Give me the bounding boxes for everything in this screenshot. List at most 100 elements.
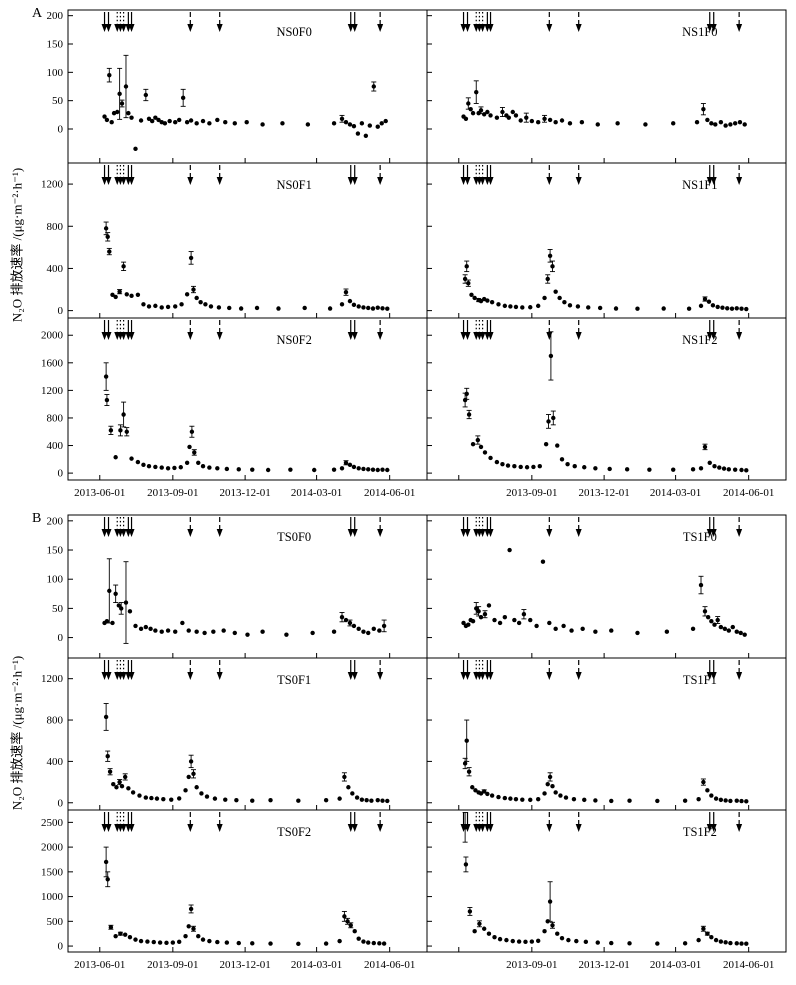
scatter-point [141, 302, 146, 307]
scatter-point [356, 304, 361, 309]
y-tick-label: 1200 [41, 673, 64, 685]
scatter-point [153, 303, 158, 309]
scatter-point [567, 121, 573, 126]
scatter-point [371, 626, 376, 632]
scatter-point [135, 459, 141, 465]
scatter-point [690, 467, 696, 472]
scatter-point [550, 264, 555, 269]
scatter-point [370, 467, 376, 472]
scatter-point [513, 304, 519, 310]
scatter-point [366, 940, 371, 945]
arrow-head [710, 24, 717, 32]
scatter-point [104, 397, 110, 403]
y-tick-label: 200 [47, 10, 64, 22]
scatter-point [485, 791, 490, 797]
scatter-point [381, 941, 387, 946]
scatter-point [369, 798, 374, 803]
scatter-point [550, 923, 555, 928]
arrow-head [216, 529, 223, 537]
scatter-point [466, 769, 472, 774]
y-axis-ticks [427, 334, 432, 474]
scatter-point [547, 774, 553, 780]
scatter-point [635, 306, 640, 311]
scatter-point [694, 120, 700, 125]
x-tick-label: 2013-09-01 [147, 487, 198, 499]
scatter-point [244, 120, 249, 125]
data-points [102, 558, 387, 644]
scatter-point [635, 630, 640, 636]
scatter-point [284, 632, 289, 637]
y-tick-label: 0 [58, 797, 64, 809]
scatter-point [123, 84, 129, 89]
scatter-point [207, 938, 212, 944]
scatter-point [203, 302, 208, 307]
scatter-point [380, 306, 385, 311]
scatter-point [250, 941, 255, 946]
scatter-point [468, 106, 473, 112]
scatter-point [502, 614, 508, 620]
arrow-head [347, 332, 354, 340]
arrow-head [101, 529, 108, 537]
scatter-point [474, 89, 479, 95]
event-arrows [101, 320, 384, 340]
x-axis-ticks [458, 313, 750, 318]
arrow-head [460, 332, 467, 340]
arrow-head [377, 672, 384, 680]
scatter-point [559, 457, 565, 462]
scatter-point [702, 444, 708, 450]
scatter-point [535, 796, 541, 802]
subplot-ts0f0: 0 50 100 150 200 TS0F0 [47, 514, 428, 659]
arrow-head [487, 529, 494, 537]
scatter-point [103, 226, 109, 231]
x-axis-ticks [99, 158, 391, 163]
scatter-point [146, 304, 152, 309]
arrow-head [546, 672, 553, 680]
scatter-point [212, 796, 218, 801]
scatter-point [366, 467, 371, 472]
scatter-point [103, 374, 109, 379]
scatter-point [488, 113, 493, 118]
scatter-point [732, 467, 738, 472]
arrow-head [479, 177, 486, 185]
scatter-point [547, 899, 553, 904]
scatter-point [542, 791, 547, 796]
scatter-point [118, 931, 123, 936]
scatter-point [202, 630, 207, 636]
scatter-point [383, 118, 388, 124]
arrow-head [187, 332, 194, 340]
scatter-point [312, 467, 317, 473]
scatter-point [531, 464, 536, 470]
scatter-point [702, 609, 708, 614]
scatter-point [280, 121, 285, 126]
scatter-point [721, 466, 727, 471]
scatter-point [260, 629, 265, 634]
scatter-point [186, 774, 191, 780]
arrow-head [128, 24, 135, 32]
scatter-point [184, 460, 190, 465]
scatter-point [548, 353, 554, 359]
scatter-point [359, 797, 365, 802]
scatter-point [141, 462, 146, 468]
arrow-head [706, 332, 713, 340]
scatter-point [609, 798, 614, 804]
scatter-point [159, 465, 164, 470]
scatter-point [196, 933, 201, 939]
scatter-point [165, 466, 171, 471]
arrow-head [187, 177, 194, 185]
scatter-point [718, 120, 724, 125]
y-tick-label: 50 [52, 95, 64, 107]
scatter-point [728, 122, 733, 127]
scatter-point [170, 940, 176, 945]
scatter-point [647, 467, 652, 472]
arrow-head [546, 332, 553, 340]
scatter-point [331, 629, 337, 634]
arrow-head [736, 332, 743, 340]
scatter-point [342, 914, 347, 919]
scatter-point [234, 797, 239, 803]
data-points [102, 54, 388, 152]
scatter-point [553, 626, 558, 632]
scatter-point [472, 929, 477, 934]
scatter-point [127, 609, 133, 614]
scatter-point [709, 619, 714, 624]
scatter-point [720, 305, 725, 310]
